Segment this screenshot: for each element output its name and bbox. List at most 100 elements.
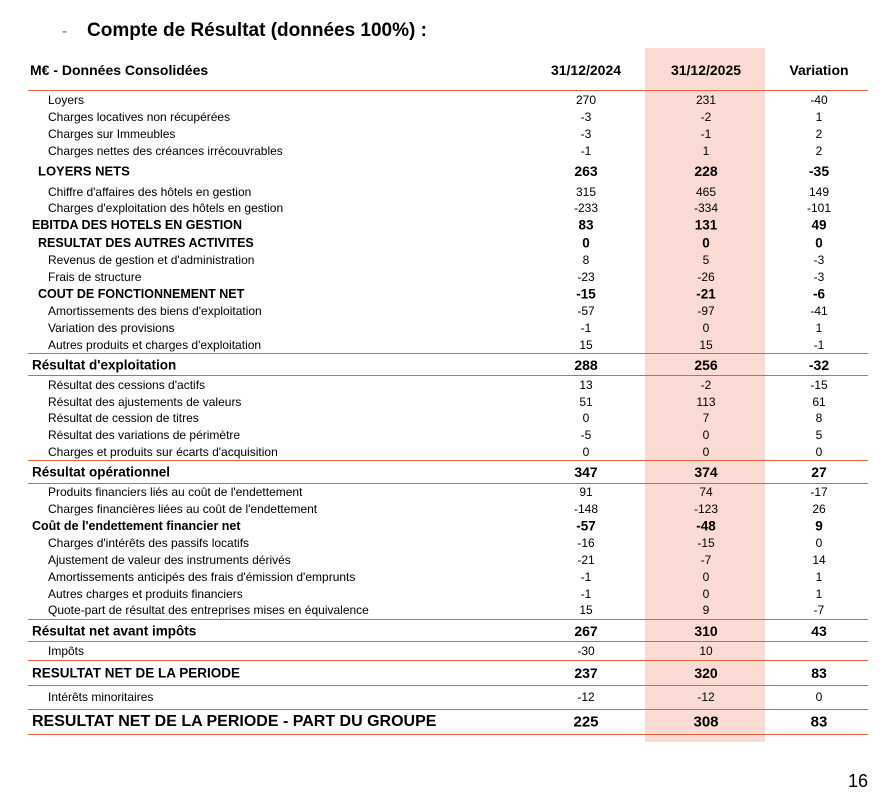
value-variation: -35 — [808, 163, 830, 180]
value-2024: 0 — [582, 445, 590, 460]
value-variation: -17 — [810, 485, 828, 500]
value-2024: 13 — [579, 377, 593, 392]
page-title: - Compte de Résultat (données 100%) : — [62, 20, 427, 42]
table-row: Résultat d'exploitation 288 256 -32 — [0, 352, 894, 377]
value-2025: 10 — [699, 644, 713, 659]
row-label: Frais de structure — [48, 269, 142, 284]
value-2025: -48 — [696, 518, 716, 534]
value-2024: 225 — [573, 713, 599, 731]
value-2025: -123 — [693, 502, 719, 517]
value-2024: -1 — [580, 143, 592, 158]
row-label: Intérêts minoritaires — [48, 690, 154, 705]
value-2024: 263 — [574, 163, 598, 180]
table-row: RESULTAT DES AUTRES ACTIVITES 0 0 0 — [0, 234, 894, 251]
value-2025: 228 — [694, 163, 718, 180]
value-2024: 315 — [575, 184, 597, 199]
value-variation: 49 — [811, 217, 827, 233]
row-label: Charges d'exploitation des hôtels en ges… — [48, 201, 284, 216]
highlight-column-2025 — [645, 48, 765, 742]
row-label: Revenus de gestion et d'administration — [48, 252, 255, 267]
value-2024: 15 — [579, 603, 593, 618]
value-variation: 1 — [815, 569, 823, 584]
table-row: COUT DE FONCTIONNEMENT NET -15 -21 -6 — [0, 285, 894, 302]
table-row: Intérêts minoritaires -12 -12 0 — [0, 686, 894, 709]
value-2025: 1 — [702, 143, 710, 158]
table-row: EBITDA DES HOTELS EN GESTION 83 131 49 — [0, 217, 894, 234]
table-row: Impôts -30 10 — [0, 642, 894, 660]
table-row: Produits financiers liés au coût de l'en… — [0, 484, 894, 501]
value-2025: 0 — [702, 586, 710, 601]
value-2025: 310 — [694, 622, 718, 639]
value-variation: -32 — [808, 356, 830, 373]
value-2025: 465 — [695, 184, 717, 199]
table-row: Charges et produits sur écarts d'acquisi… — [0, 444, 894, 461]
bullet-dash: - — [62, 23, 67, 40]
value-2025: -21 — [696, 286, 716, 302]
row-label: Chiffre d'affaires des hôtels en gestion — [48, 184, 252, 199]
value-variation: 5 — [815, 428, 823, 443]
table-row: Quote-part de résultat des entreprises m… — [0, 602, 894, 619]
row-label: Amortissements anticipés des frais d'émi… — [48, 569, 356, 584]
value-variation: -6 — [812, 286, 825, 302]
row-label: Résultat des variations de périmètre — [48, 428, 241, 443]
table-row: Charges d'intérêts des passifs locatifs -… — [0, 535, 894, 552]
row-label: EBITDA DES HOTELS EN GESTION — [32, 218, 242, 233]
row-label: Coût de l'endettement financier net — [32, 519, 241, 534]
row-label: Charges sur Immeubles — [48, 126, 176, 141]
table-row: RESULTAT NET DE LA PERIODE - PART DU GRO… — [0, 708, 894, 735]
value-2025: 113 — [696, 394, 716, 409]
value-variation: 26 — [812, 502, 826, 517]
value-2024: 83 — [578, 217, 594, 233]
table-row: Amortissements des biens d'exploitation -… — [0, 303, 894, 320]
value-variation: 0 — [815, 235, 823, 251]
value-2024: -23 — [577, 269, 595, 284]
value-2025: 256 — [694, 356, 718, 373]
table-row: Amortissements anticipés des frais d'émi… — [0, 569, 894, 586]
table-row: Revenus de gestion et d'administration 8 5… — [0, 252, 894, 269]
value-2024: 0 — [582, 411, 590, 426]
value-2025: 374 — [694, 464, 718, 481]
value-variation: 0 — [815, 690, 823, 705]
value-variation: 83 — [810, 713, 828, 731]
value-2025: -97 — [697, 303, 715, 318]
page-number: 16 — [848, 771, 869, 791]
value-2025: -1 — [700, 126, 712, 141]
value-variation: 1 — [815, 320, 823, 335]
value-2024: -3 — [580, 126, 592, 141]
table-row: Charges locatives non récupérées -3 -2 1 — [0, 109, 894, 126]
table-row: Ajustement de valeur des instruments dér… — [0, 552, 894, 569]
row-label: Autres charges et produits financiers — [48, 586, 243, 601]
value-2024: -57 — [576, 518, 596, 534]
row-label: Charges financières liées au coût de l'e… — [48, 502, 318, 517]
value-variation: -40 — [810, 93, 828, 108]
value-variation: -7 — [813, 603, 825, 618]
table-row: Frais de structure -23 -26 -3 — [0, 268, 894, 285]
value-2024: -233 — [573, 201, 599, 216]
value-2025: -2 — [700, 377, 712, 392]
value-variation: 2 — [815, 126, 823, 141]
value-variation: 0 — [815, 445, 823, 460]
row-label: Charges nettes des créances irrécouvrabl… — [48, 143, 283, 158]
value-2024: 288 — [574, 356, 598, 373]
row-label: RESULTAT NET DE LA PERIODE - PART DU GRO… — [32, 712, 437, 730]
table-row: Charges financières liées au coût de l'e… — [0, 501, 894, 518]
value-2024: 347 — [574, 464, 598, 481]
row-label: Produits financiers liés au coût de l'en… — [48, 485, 303, 500]
value-2025: 308 — [693, 713, 719, 731]
value-2025: -334 — [693, 201, 719, 216]
row-label: Variation des provisions — [48, 320, 175, 335]
value-variation: 27 — [811, 464, 827, 481]
table-row: Variation des provisions -1 0 1 — [0, 319, 894, 336]
row-label: Charges d'intérêts des passifs locatifs — [48, 536, 250, 551]
value-2025: 7 — [702, 411, 710, 426]
table-row: Charges d'exploitation des hôtels en ges… — [0, 200, 894, 217]
header-divider — [28, 90, 868, 91]
table-row: Chiffre d'affaires des hôtels en gestion… — [0, 183, 894, 200]
row-label: COUT DE FONCTIONNEMENT NET — [38, 286, 245, 301]
row-label: Résultat des cessions d'actifs — [48, 377, 206, 392]
header-variation: Variation — [789, 62, 849, 78]
value-variation: 61 — [812, 394, 826, 409]
table-row: Résultat des variations de périmètre -5 0 5 — [0, 427, 894, 444]
value-variation: 14 — [812, 553, 826, 568]
value-2024: 8 — [582, 252, 590, 267]
